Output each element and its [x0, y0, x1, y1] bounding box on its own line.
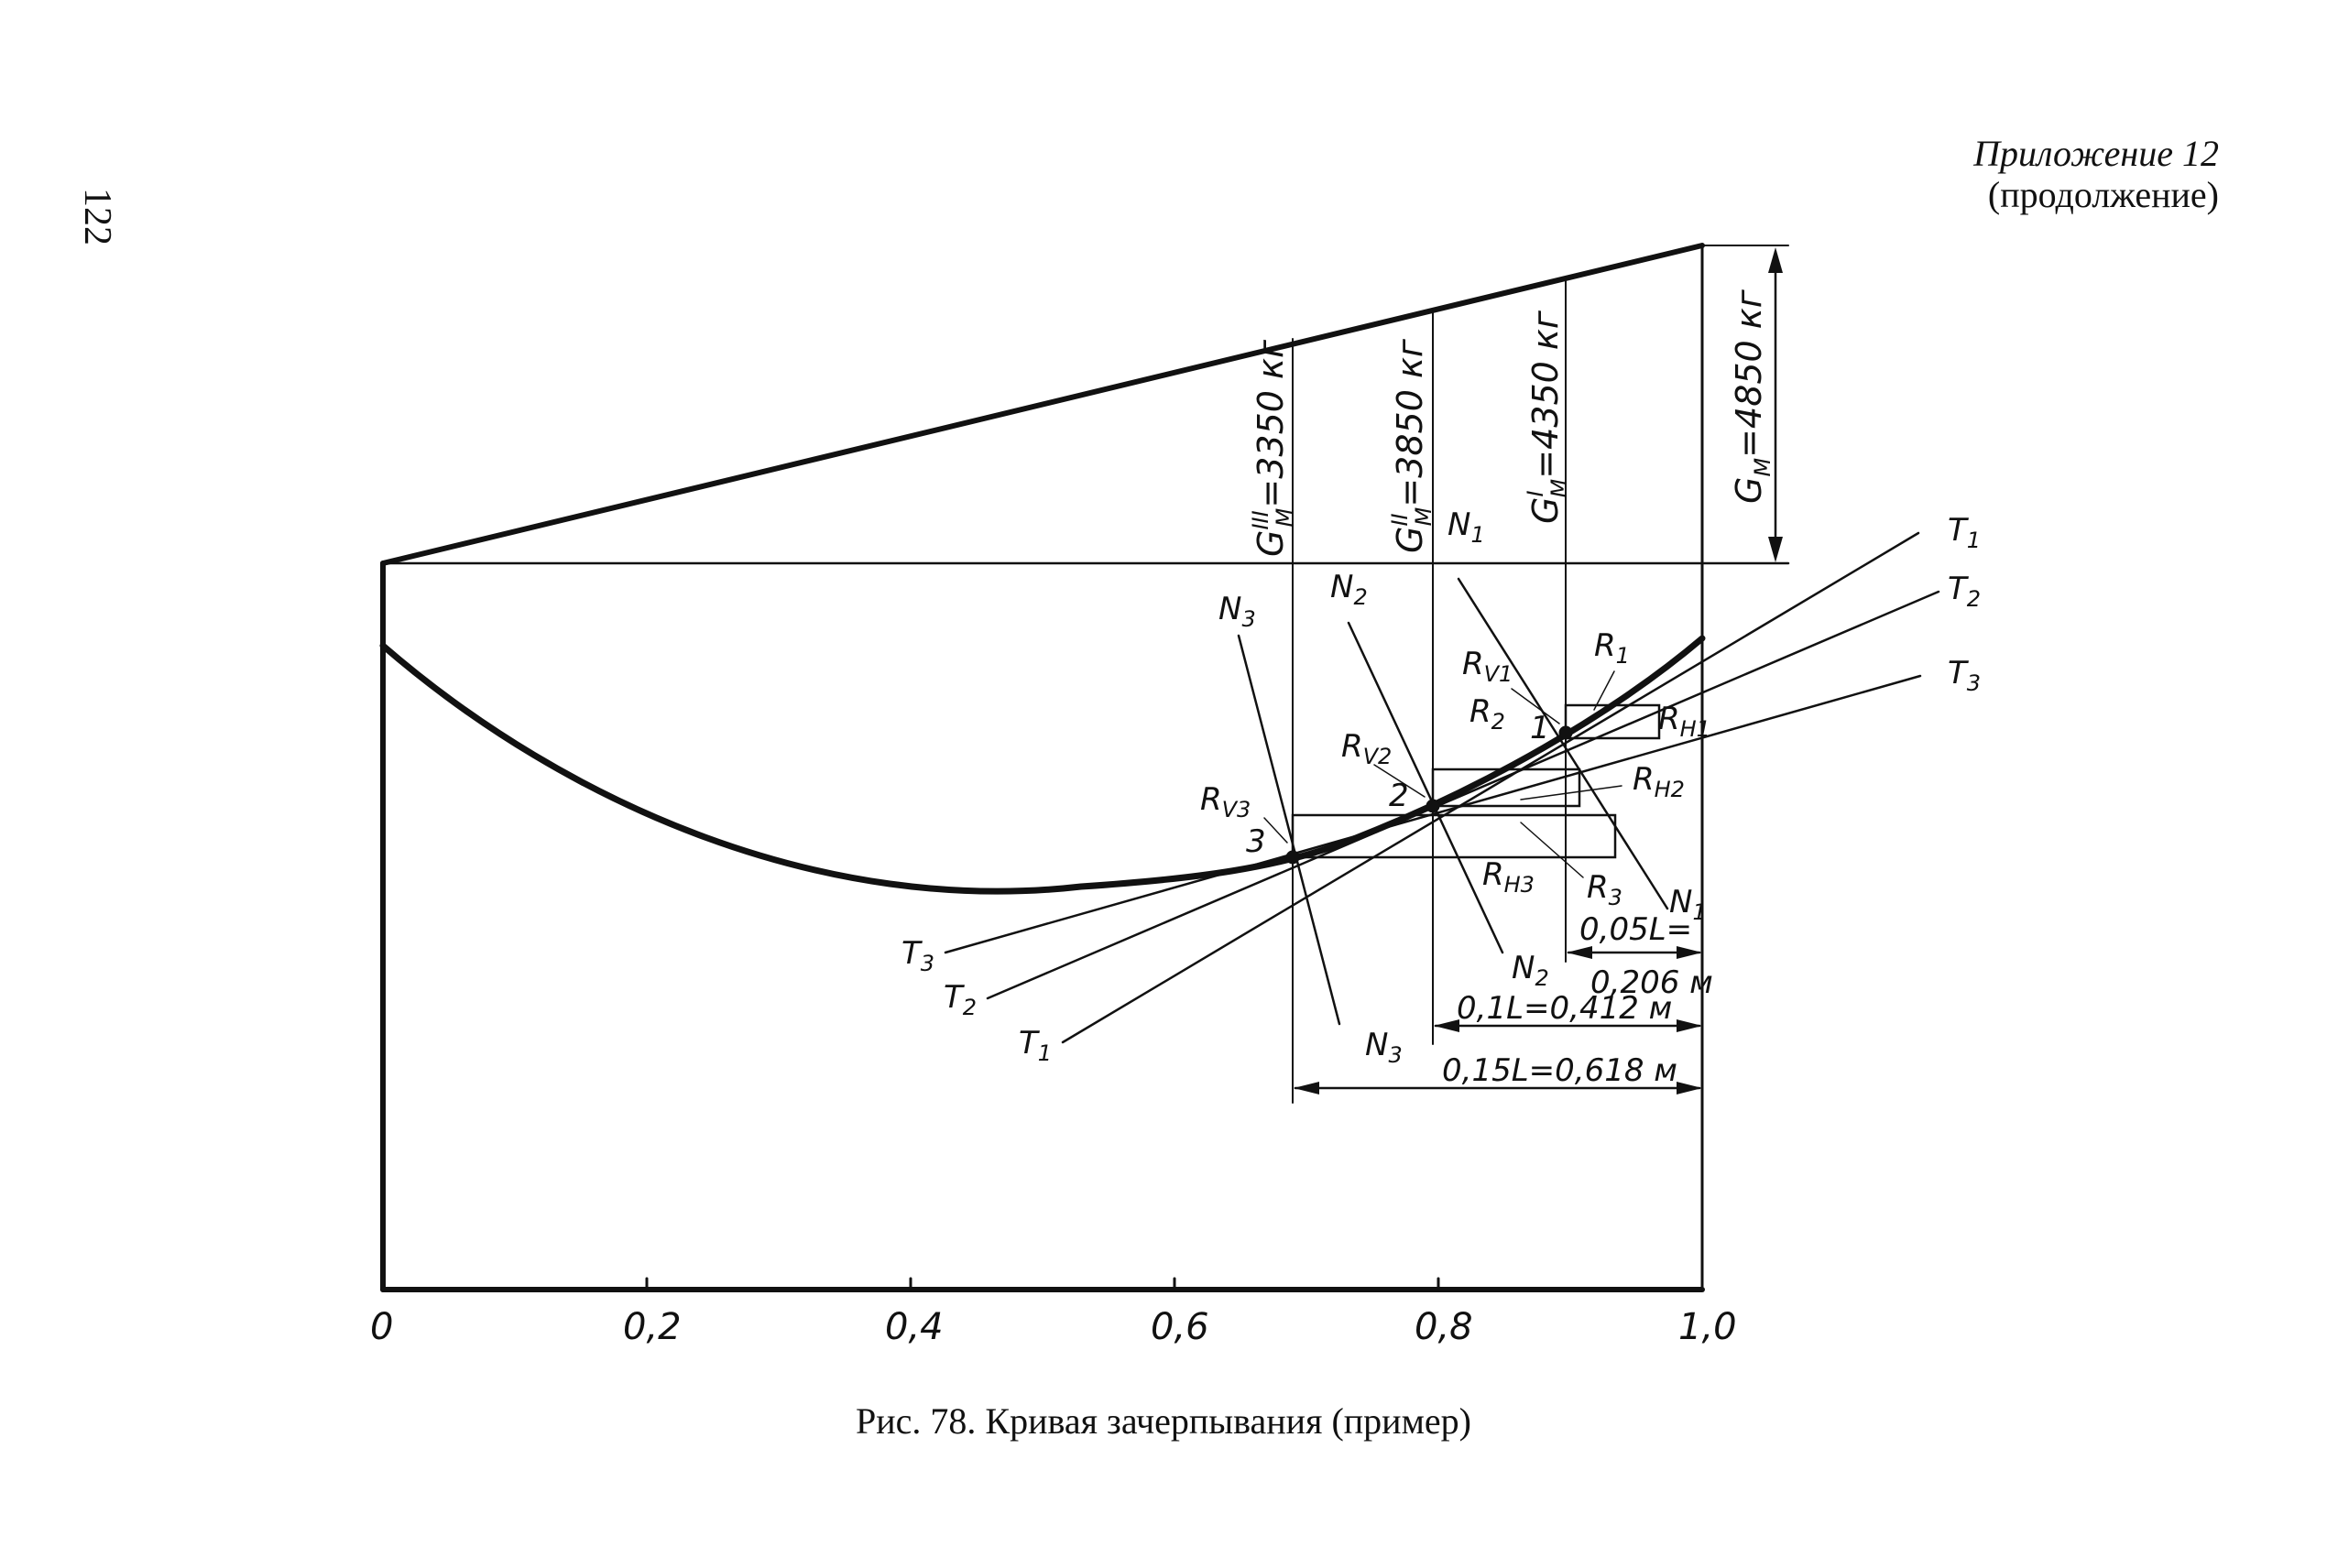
- label-gm3: GIIIM=3350 кг: [1248, 339, 1297, 557]
- gm1-value: =4350 кг: [1525, 310, 1566, 479]
- label-n1-top: N1: [1448, 506, 1485, 548]
- x-tick-label-08: 0,8: [1415, 1306, 1473, 1348]
- gm3-letter: G: [1251, 530, 1291, 557]
- label-n3-bottom: N3: [1365, 1027, 1403, 1068]
- point-3: [1285, 850, 1300, 865]
- normal-line-n2: [1347, 621, 1504, 954]
- dim-label-015: 0,15L=0,618 м: [1442, 1052, 1677, 1089]
- gm1-sub: M: [1546, 478, 1572, 497]
- tangent-line-t1: [1061, 531, 1920, 1044]
- label-r2: R2: [1469, 693, 1505, 735]
- leader-rh2: [1520, 785, 1622, 800]
- force-rect-1: [1564, 703, 1661, 740]
- figure-caption: Рис. 78. Кривая зачерпывания (пример): [856, 1400, 1471, 1442]
- x-tick-label-04: 0,4: [885, 1306, 944, 1348]
- weight-slope-line: [380, 243, 1705, 566]
- gm1-letter: G: [1525, 497, 1566, 524]
- label-r3: R3: [1587, 869, 1622, 910]
- x-tick-label-02: 0,2: [623, 1306, 682, 1348]
- gm3-value: =3350 кг: [1251, 339, 1291, 508]
- scooping-curve: [379, 635, 1706, 895]
- dim-label-01: 0,1L=0,412 м: [1457, 990, 1672, 1027]
- gm1-sup: I: [1523, 490, 1548, 496]
- normal-line-n3: [1237, 634, 1341, 1026]
- leader-rv2: [1373, 764, 1426, 798]
- label-rh3: RH3: [1482, 856, 1535, 898]
- leader-r1: [1593, 670, 1615, 711]
- svg-text:GIM=4350 кг: GIM=4350 кг: [1523, 310, 1572, 524]
- tangent-line-t2: [986, 590, 1940, 1000]
- dim-arrow-01-left: [1434, 1019, 1459, 1032]
- dim-arrow-005-left: [1567, 946, 1592, 959]
- appendix-title: Приложение 12: [1973, 133, 2219, 174]
- dim-label-005b: 0,206 м: [1590, 964, 1713, 1001]
- force-rect-2: [1431, 768, 1581, 808]
- label-gm1: GIM=4350 кг: [1523, 310, 1572, 524]
- label-n2-bottom: N2: [1512, 950, 1549, 991]
- point-1: [1558, 725, 1573, 740]
- gm2-sup: II: [1387, 513, 1413, 526]
- label-rv2: RV2: [1341, 728, 1392, 769]
- gm-arrow-top: [1768, 247, 1783, 273]
- x-tick-label-06: 0,6: [1151, 1306, 1209, 1348]
- force-rect-3: [1291, 813, 1617, 859]
- dim-arrow-01-right: [1677, 1019, 1702, 1032]
- gm-total-value: =4850 кг: [1729, 289, 1769, 458]
- svg-text:GIIIM=3350 кг: GIIIM=3350 кг: [1248, 339, 1297, 557]
- gm2-sub: M: [1411, 506, 1437, 526]
- point-2: [1426, 799, 1440, 813]
- label-gm-total: GM=4850 кг: [1729, 289, 1775, 504]
- x-tick-labels: 0 0,2 0,4 0,6 0,8 1,0: [370, 1306, 1737, 1348]
- gm-total-sub: M: [1750, 458, 1775, 477]
- gm-arrow-bottom: [1768, 537, 1783, 562]
- label-t1-left: T1: [1019, 1025, 1052, 1066]
- dim-arrow-015-right: [1677, 1082, 1702, 1094]
- gm3-sup: III: [1248, 510, 1273, 529]
- dim-arrow-005-right: [1677, 946, 1702, 959]
- normal-line-n1: [1457, 577, 1669, 910]
- dim-label-005a: 0,05L=: [1579, 911, 1692, 948]
- dim-arrow-015-left: [1294, 1082, 1319, 1094]
- svg-text:GM=4850 кг: GM=4850 кг: [1729, 289, 1775, 504]
- label-n1-bottom: N1: [1669, 884, 1707, 925]
- label-gm2: GIIM=3850 кг: [1387, 338, 1437, 553]
- label-t2-left: T2: [944, 979, 977, 1020]
- leader-r3: [1520, 822, 1584, 878]
- label-rv1: RV1: [1462, 646, 1513, 687]
- label-station-1: 1: [1530, 710, 1550, 746]
- label-n3-top: N3: [1218, 591, 1256, 632]
- svg-text:GIIM=3850 кг: GIIM=3850 кг: [1387, 338, 1437, 553]
- label-rh2: RH2: [1633, 761, 1685, 802]
- label-t2-right: T2: [1948, 571, 1981, 612]
- appendix-heading: Приложение 12 (продолжение): [1973, 133, 2219, 216]
- label-n2-top: N2: [1330, 569, 1368, 610]
- leader-rv1: [1511, 688, 1560, 724]
- label-t1-right: T1: [1948, 512, 1981, 553]
- gm3-sub: M: [1272, 507, 1297, 527]
- x-tick-label-10: 1,0: [1678, 1306, 1737, 1348]
- gm2-value: =3850 кг: [1390, 338, 1430, 507]
- gm-total-letter: G: [1729, 477, 1769, 504]
- label-station-3: 3: [1246, 823, 1266, 860]
- label-station-2: 2: [1389, 778, 1409, 814]
- label-rv3: RV3: [1200, 781, 1251, 822]
- gm2-letter: G: [1390, 527, 1430, 553]
- x-tick-label-0: 0: [370, 1306, 393, 1348]
- label-t3-left: T3: [901, 935, 934, 976]
- label-t3-right: T3: [1948, 655, 1981, 696]
- label-rh1: RH1: [1658, 701, 1710, 742]
- label-r1: R1: [1594, 627, 1630, 669]
- leader-rv3: [1263, 817, 1288, 844]
- appendix-subtitle: (продолжение): [1987, 173, 2219, 215]
